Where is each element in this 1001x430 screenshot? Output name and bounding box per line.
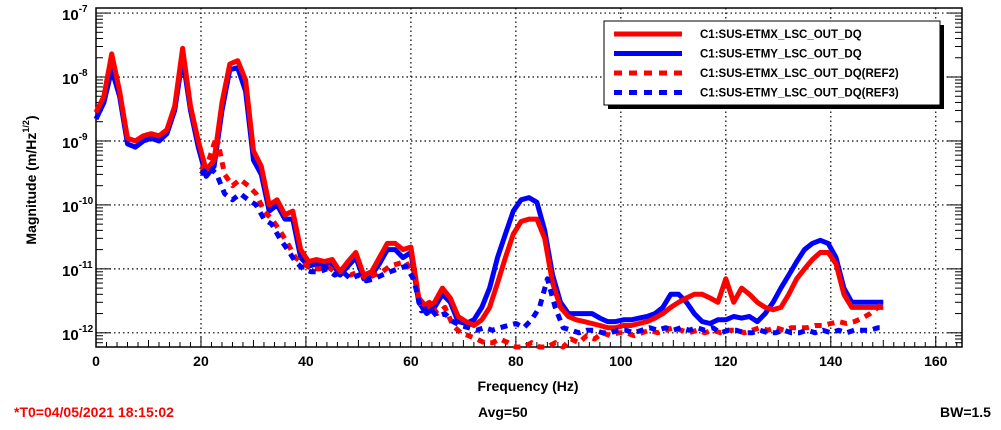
y-axis-label: Magnitude (m/Hz1/2) [21, 115, 39, 244]
chart-series [93, 45, 886, 350]
legend-label: C1:SUS-ETMX_LSC_OUT_DQ [700, 29, 862, 41]
y-tick-label: 10-10 [62, 196, 94, 216]
plot-border [95, 7, 963, 348]
x-tick-label: 40 [298, 353, 314, 369]
x-tick-label: 100 [609, 353, 633, 369]
y-axis-label-close: ) [23, 115, 39, 120]
y-axis-label-main: Magnitude (m/Hz [23, 133, 39, 245]
y-tick-labels: 10-7 10-8 10-9 10-10 10-11 10-12 [62, 4, 94, 344]
legend: C1:SUS-ETMX_LSC_OUT_DQ C1:SUS-ETMY_LSC_OU… [603, 20, 944, 109]
legend-label: C1:SUS-ETMX_LSC_OUT_DQ(REF2) [700, 68, 899, 80]
average-count-label: Avg=50 [478, 404, 528, 420]
x-axis-label: Frequency (Hz) [477, 378, 578, 394]
x-tick-label: 60 [403, 353, 419, 369]
plot-frame [95, 7, 963, 348]
y-tick-label: 10-12 [62, 324, 94, 344]
x-tick-label: 0 [92, 353, 100, 369]
bandwidth-label: BW=1.5 [940, 404, 991, 420]
x-tick-labels: 0 20 40 60 80 100 120 140 160 [92, 353, 948, 369]
legend-label: C1:SUS-ETMY_LSC_OUT_DQ(REF3) [700, 88, 899, 100]
y-tick-label: 10-11 [62, 260, 93, 280]
series-line-4 [199, 163, 884, 336]
series-line-3 [199, 133, 886, 350]
y-axis-label-sup: 1/2 [21, 120, 31, 133]
x-tick-label: 140 [819, 353, 843, 369]
series-line-2 [93, 45, 884, 331]
x-tick-label: 20 [193, 353, 209, 369]
legend-label: C1:SUS-ETMY_LSC_OUT_DQ [700, 49, 862, 61]
x-tick-label: 160 [924, 353, 948, 369]
chart-svg: 0 20 40 60 80 100 120 140 160 10-710-810-910-101… [21, 4, 963, 394]
x-tick-label: 120 [714, 353, 738, 369]
y-tick-label: 10-9 [62, 132, 88, 152]
y-tick-label: 10-8 [62, 68, 88, 88]
x-tick-label: 80 [508, 353, 524, 369]
y-tick-label: 10-7 [62, 4, 88, 24]
axis-ticks [95, 12, 962, 348]
timestamp-label: *T0=04/05/2021 18:15:02 [14, 404, 174, 420]
